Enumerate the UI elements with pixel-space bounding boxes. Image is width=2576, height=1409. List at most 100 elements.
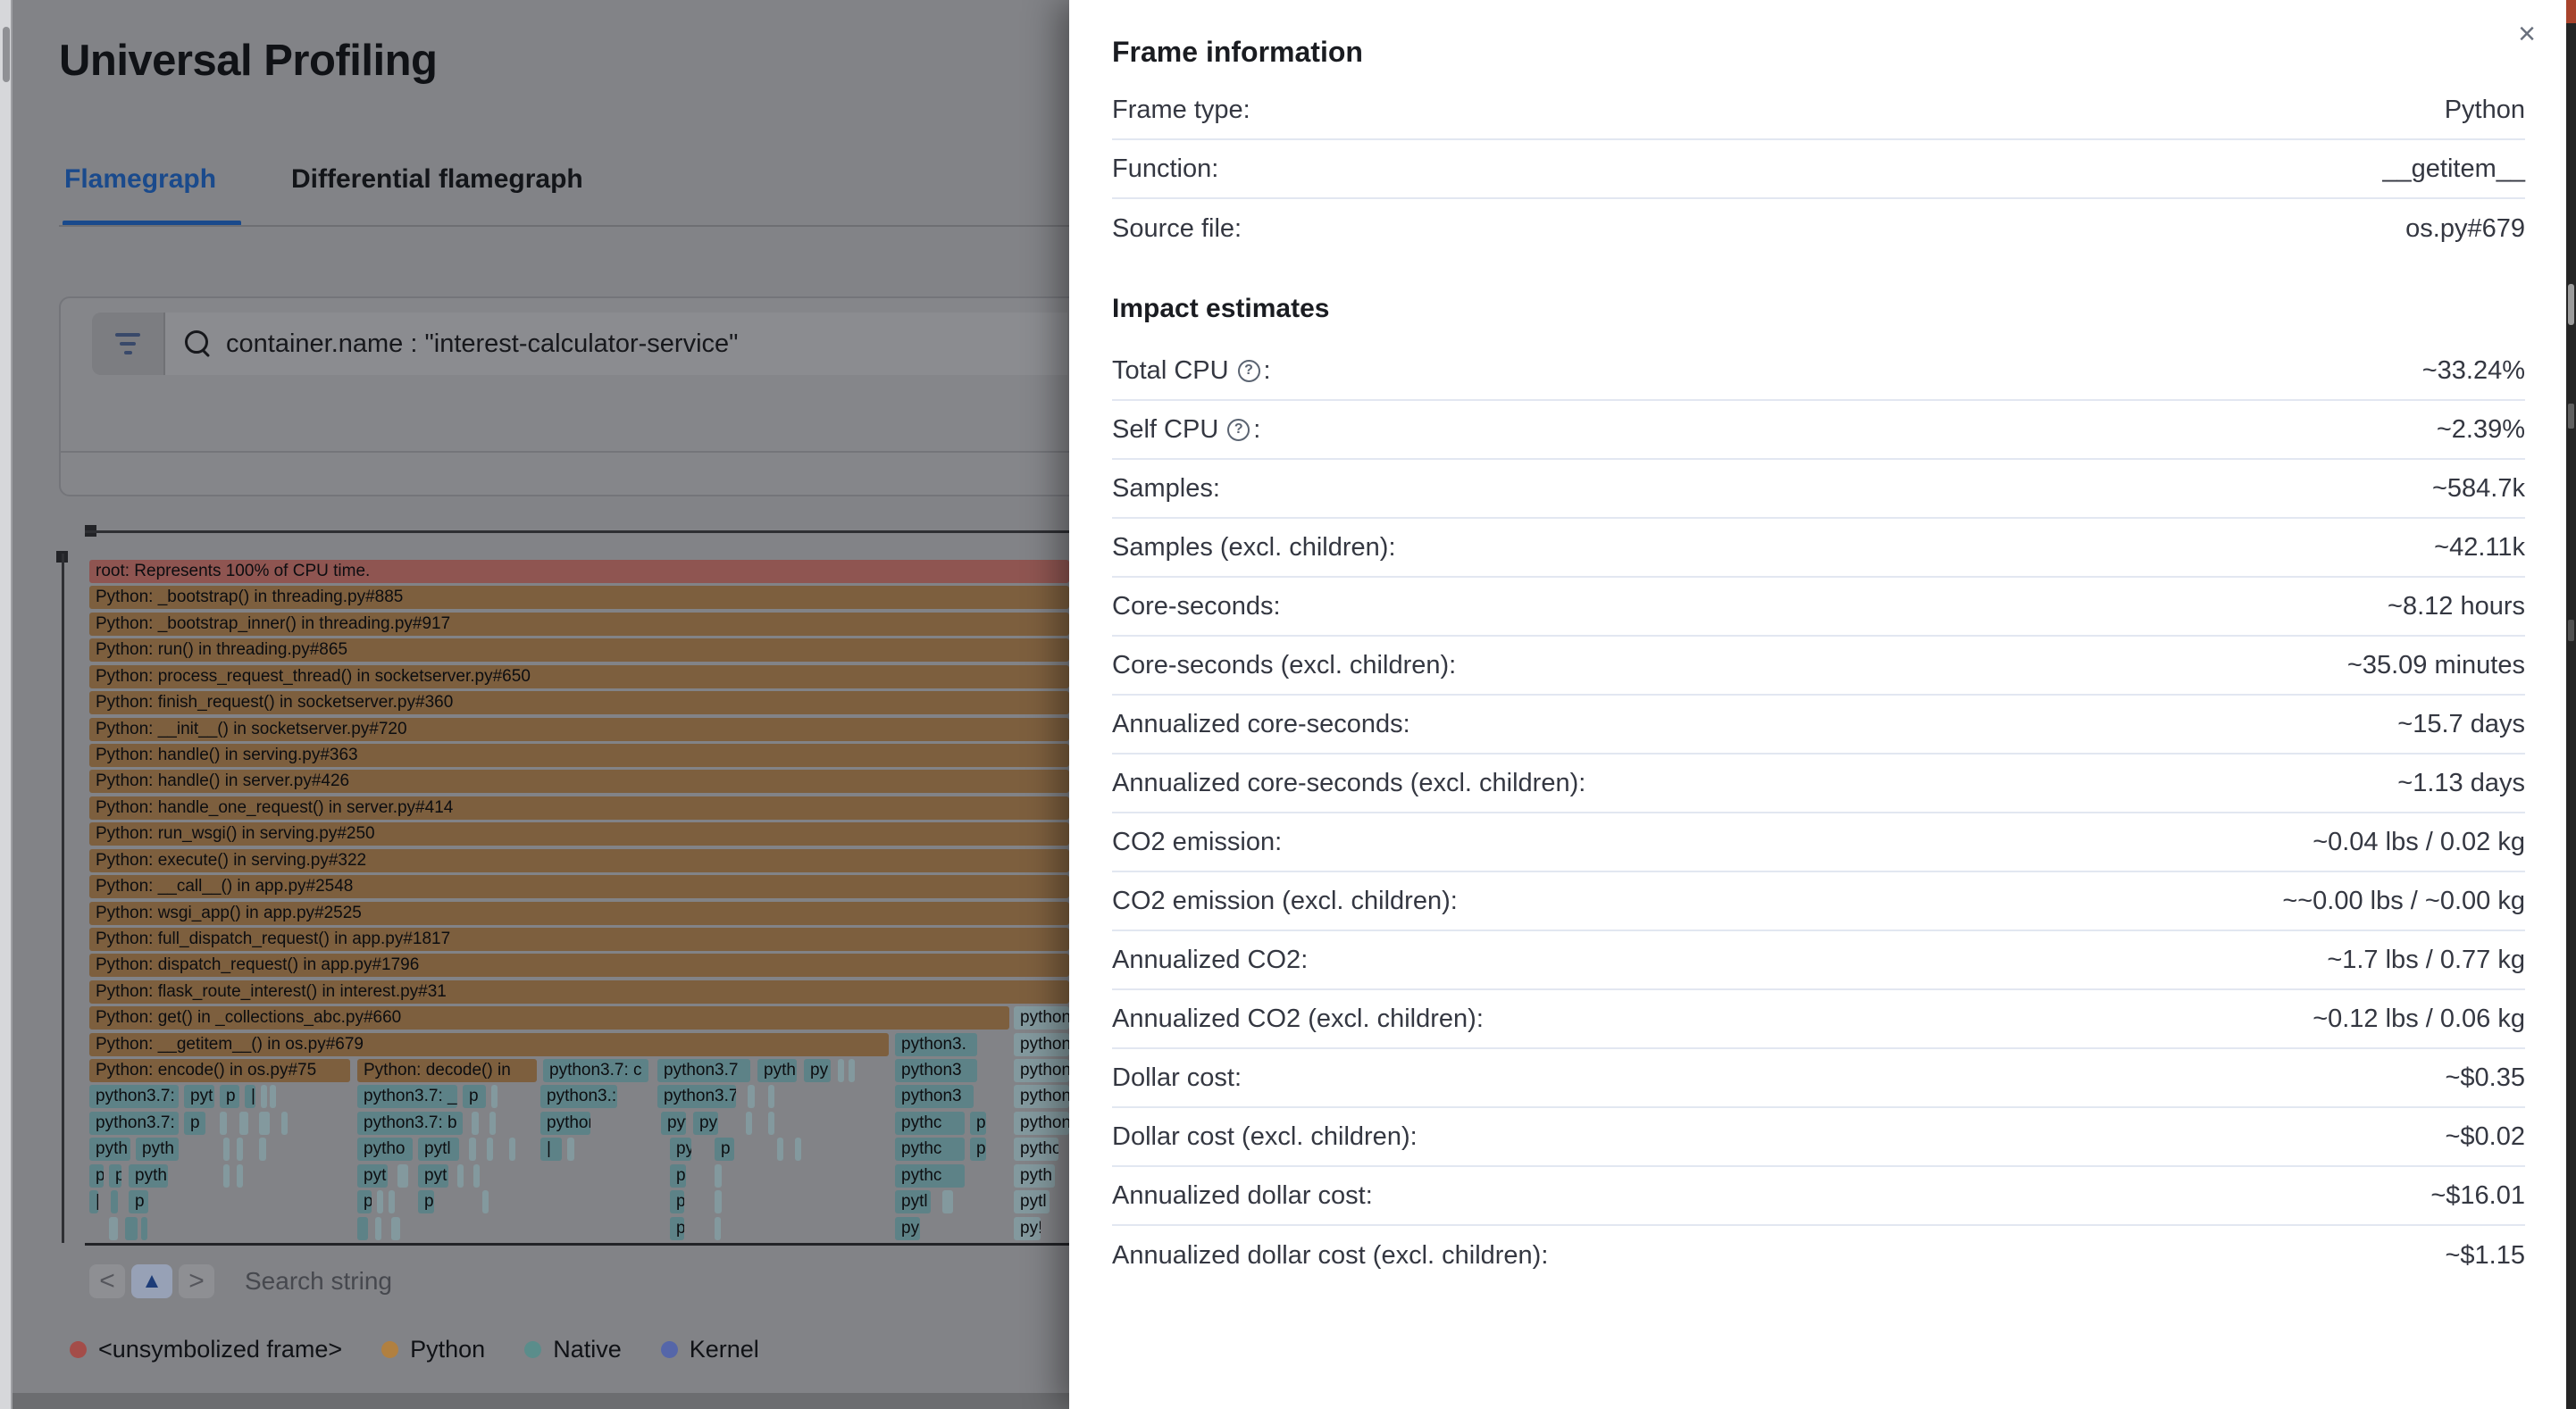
- flame-frame[interactable]: Python: handle() in server.py#426: [89, 770, 1069, 793]
- flame-frame[interactable]: python: [1014, 1059, 1069, 1082]
- flame-frame[interactable]: python3.7: [657, 1085, 736, 1108]
- flame-frame[interactable]: Python: __getitem__() in os.py#679: [89, 1033, 889, 1056]
- flame-frame[interactable]: [838, 1059, 844, 1082]
- flame-frame[interactable]: p: [670, 1217, 684, 1240]
- flame-frame[interactable]: python3.7: b: [357, 1112, 463, 1135]
- flame-frame[interactable]: [487, 1138, 493, 1161]
- flame-frame[interactable]: [472, 1112, 479, 1135]
- flame-frame[interactable]: python: [540, 1112, 590, 1135]
- flame-frame[interactable]: root: Represents 100% of CPU time.: [89, 560, 1069, 583]
- flame-frame[interactable]: python: [1014, 1006, 1069, 1030]
- flame-frame[interactable]: Python: handle() in serving.py#363: [89, 744, 1069, 767]
- flame-frame[interactable]: [259, 1112, 270, 1135]
- flame-frame[interactable]: [259, 1138, 266, 1161]
- flame-frame[interactable]: p:: [89, 1164, 104, 1188]
- flame-frame[interactable]: |: [245, 1085, 255, 1108]
- flame-frame[interactable]: Python: dispatch_request() in app.py#179…: [89, 954, 1069, 977]
- flame-frame[interactable]: [715, 1217, 721, 1240]
- flame-frame[interactable]: pytl: [1014, 1190, 1050, 1213]
- flame-frame[interactable]: Python: encode() in os.py#75: [89, 1059, 350, 1082]
- flame-frame[interactable]: Python: flask_route_interest() in intere…: [89, 980, 1069, 1004]
- flame-frame[interactable]: p: [220, 1085, 239, 1108]
- flame-frame[interactable]: pythc: [895, 1164, 965, 1188]
- flame-frame[interactable]: py!: [693, 1112, 718, 1135]
- flame-frame[interactable]: p: [970, 1138, 986, 1161]
- flame-frame[interactable]: [777, 1138, 783, 1161]
- flame-frame[interactable]: |: [89, 1190, 98, 1213]
- flamegraph[interactable]: root: Represents 100% of CPU time. Python…: [89, 560, 1069, 1243]
- flame-frame[interactable]: pyth: [129, 1164, 168, 1188]
- flame-frame[interactable]: [567, 1138, 574, 1161]
- flame-frame[interactable]: Python: _bootstrap() in threading.py#885: [89, 586, 1069, 609]
- flame-frame[interactable]: [491, 1085, 498, 1108]
- flame-frame[interactable]: Python: execute() in serving.py#322: [89, 849, 1069, 872]
- flame-frame[interactable]: pytl: [418, 1138, 459, 1161]
- scrollbar-thumb[interactable]: [3, 27, 10, 82]
- flame-frame[interactable]: Python: _bootstrap_inner() in threading.…: [89, 613, 1069, 636]
- flame-frame[interactable]: p: [715, 1138, 734, 1161]
- flame-frame[interactable]: python3.7: [657, 1059, 750, 1082]
- flame-frame[interactable]: [391, 1217, 400, 1240]
- flamegraph-search-input[interactable]: Search string: [245, 1267, 392, 1295]
- next-match-button[interactable]: >: [179, 1264, 214, 1298]
- flame-frame[interactable]: [489, 1112, 496, 1135]
- flame-frame[interactable]: python3.7: c: [543, 1059, 648, 1082]
- tab-flamegraph[interactable]: Flamegraph: [64, 164, 217, 194]
- flame-frame[interactable]: pyt: [184, 1085, 214, 1108]
- prev-match-button[interactable]: <: [89, 1264, 125, 1298]
- flame-frame[interactable]: python3.:: [540, 1085, 617, 1108]
- flame-frame[interactable]: p: [670, 1190, 684, 1213]
- flame-frame[interactable]: pyth: [89, 1138, 130, 1161]
- flame-frame[interactable]: |: [111, 1190, 118, 1213]
- flame-frame[interactable]: pytl: [895, 1190, 931, 1213]
- flame-frame[interactable]: py: [895, 1217, 920, 1240]
- flame-frame[interactable]: Python: wsgi_app() in app.py#2525: [89, 902, 1069, 925]
- flame-frame[interactable]: [849, 1059, 855, 1082]
- reset-zoom-button[interactable]: ▲: [131, 1264, 172, 1298]
- flame-frame[interactable]: python: [1014, 1033, 1069, 1056]
- flame-frame[interactable]: [223, 1138, 230, 1161]
- flame-frame[interactable]: Python: finish_request() in socketserver…: [89, 691, 1069, 714]
- flame-frame[interactable]: [223, 1164, 230, 1188]
- flame-frame[interactable]: [375, 1217, 381, 1240]
- flame-frame[interactable]: [239, 1112, 248, 1135]
- flame-frame[interactable]: [220, 1112, 227, 1135]
- flame-frame[interactable]: Python: get() in _collections_abc.py#660: [89, 1006, 1009, 1030]
- flame-frame[interactable]: python: [1014, 1085, 1069, 1108]
- flame-frame[interactable]: [715, 1164, 722, 1188]
- flame-frame[interactable]: [768, 1085, 774, 1108]
- flame-frame[interactable]: p:: [670, 1164, 686, 1188]
- flame-frame[interactable]: [237, 1164, 243, 1188]
- flame-frame[interactable]: py: [670, 1138, 691, 1161]
- flame-frame[interactable]: python3: [895, 1059, 977, 1082]
- flame-frame[interactable]: [746, 1112, 752, 1135]
- flame-frame[interactable]: [795, 1138, 801, 1161]
- flame-frame[interactable]: [768, 1112, 774, 1135]
- flame-frame[interactable]: pytho: [357, 1138, 413, 1161]
- filter-button[interactable]: [92, 313, 165, 375]
- flame-frame[interactable]: p: [357, 1190, 372, 1213]
- flame-frame[interactable]: p: [129, 1190, 148, 1213]
- flame-frame[interactable]: python3.: [895, 1033, 977, 1056]
- close-icon[interactable]: ×: [2511, 18, 2543, 50]
- flame-frame[interactable]: pyt: [357, 1164, 388, 1188]
- flame-frame[interactable]: pytl: [661, 1112, 686, 1135]
- flame-frame[interactable]: p: [463, 1085, 486, 1108]
- flame-frame[interactable]: [748, 1085, 755, 1108]
- flame-frame[interactable]: pyth: [1014, 1164, 1055, 1188]
- flame-frame[interactable]: [270, 1085, 276, 1108]
- flame-frame[interactable]: [237, 1138, 243, 1161]
- flame-frame[interactable]: [469, 1138, 476, 1161]
- flame-frame[interactable]: [141, 1217, 147, 1240]
- flame-frame[interactable]: [942, 1190, 953, 1213]
- flame-frame[interactable]: Python: process_request_thread() in sock…: [89, 665, 1069, 688]
- flame-frame[interactable]: Python: handle_one_request() in server.p…: [89, 796, 1069, 820]
- flame-frame[interactable]: [715, 1190, 722, 1213]
- flame-frame[interactable]: python3.7: _: [357, 1085, 457, 1108]
- flame-frame[interactable]: [509, 1138, 515, 1161]
- flame-frame[interactable]: p: [184, 1112, 205, 1135]
- flame-frame[interactable]: python3.7:: [89, 1085, 179, 1108]
- flame-frame[interactable]: Python: decode() in: [357, 1059, 537, 1082]
- flame-frame[interactable]: pyth: [757, 1059, 797, 1082]
- search-query-input[interactable]: container.name : "interest-calculator-se…: [226, 329, 739, 358]
